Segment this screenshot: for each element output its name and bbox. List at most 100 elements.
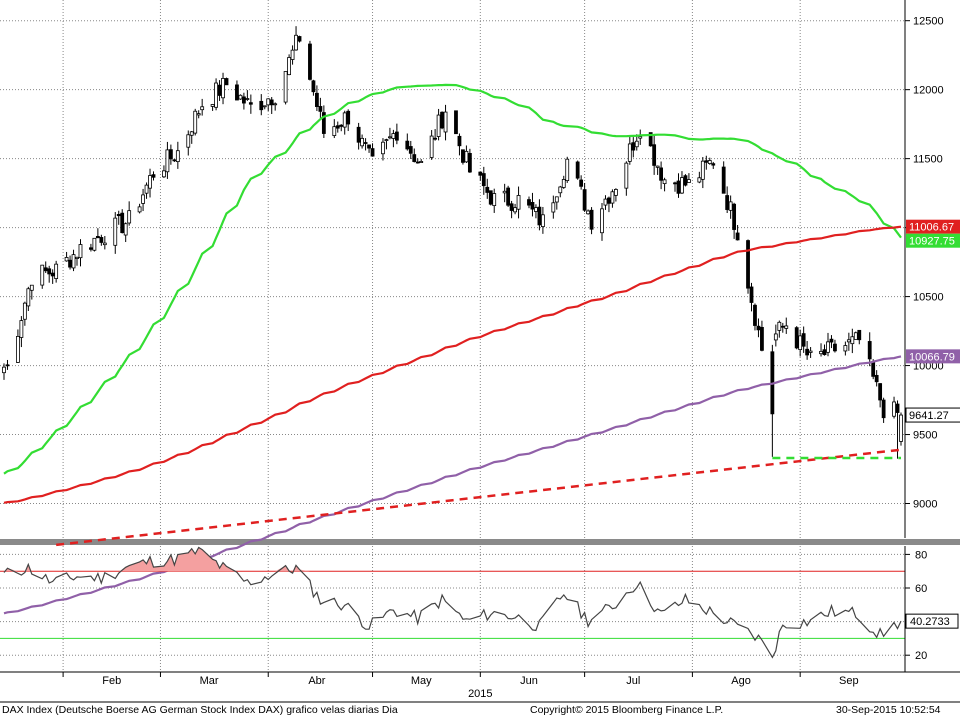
candle-down bbox=[874, 374, 879, 383]
y-tick-label: 11500 bbox=[913, 154, 943, 166]
candle-down bbox=[408, 146, 413, 154]
candle-up bbox=[391, 133, 396, 139]
y-tick-label: 12000 bbox=[913, 85, 944, 97]
candle-up bbox=[614, 189, 618, 196]
candle-up bbox=[262, 105, 267, 108]
candle-down bbox=[151, 174, 156, 178]
candle-up bbox=[22, 302, 27, 320]
candle-down bbox=[120, 212, 125, 234]
candle-up bbox=[892, 401, 896, 417]
candle-down bbox=[335, 125, 340, 129]
candle-up bbox=[502, 190, 507, 194]
value-label: 11006.67 bbox=[909, 222, 954, 234]
candle-up bbox=[381, 141, 385, 155]
candle-down bbox=[829, 338, 834, 343]
candle-up bbox=[627, 143, 632, 162]
candle-down bbox=[659, 167, 664, 181]
footer-description: DAX Index (Deutsche Boerse AG German Sto… bbox=[2, 704, 398, 716]
candle-up bbox=[419, 161, 424, 164]
candle-up bbox=[144, 184, 149, 194]
candle-down bbox=[457, 135, 462, 147]
value-label: 9641.27 bbox=[909, 410, 949, 422]
candle-down bbox=[308, 43, 312, 80]
candle-down bbox=[259, 100, 264, 111]
value-label-box bbox=[905, 407, 960, 423]
main-grid bbox=[0, 0, 960, 672]
candle-up bbox=[165, 149, 170, 173]
candle-up bbox=[540, 214, 545, 228]
value-label: 10927.75 bbox=[909, 236, 955, 248]
x-month-label: Ago bbox=[731, 675, 751, 687]
rsi-y-tick-label: 80 bbox=[915, 549, 927, 561]
ma-purple-line bbox=[3, 355, 902, 615]
candle-up bbox=[700, 160, 705, 180]
candle-up bbox=[850, 336, 855, 345]
y-tick-label: 12500 bbox=[913, 16, 944, 28]
candle-up bbox=[808, 350, 813, 353]
candle-up bbox=[773, 333, 778, 341]
candle-down bbox=[248, 102, 253, 105]
candle-up bbox=[853, 332, 858, 340]
panel-separator bbox=[0, 539, 960, 545]
candle-up bbox=[464, 150, 469, 163]
candle-down bbox=[721, 166, 726, 194]
candle-up bbox=[266, 98, 271, 106]
rsi-value-label: 40.2733 bbox=[910, 616, 950, 628]
candle-down bbox=[461, 149, 465, 163]
candle-down bbox=[394, 131, 399, 141]
candle-down bbox=[481, 173, 486, 187]
candle-down bbox=[321, 112, 326, 134]
candle-down bbox=[756, 325, 761, 331]
candle-down bbox=[370, 148, 375, 157]
candle-up bbox=[728, 201, 733, 211]
candle-up bbox=[141, 194, 145, 204]
candle-down bbox=[575, 161, 580, 179]
candle-down bbox=[530, 202, 535, 210]
candle-up bbox=[102, 242, 107, 246]
candle-down bbox=[589, 209, 594, 230]
candle-up bbox=[26, 288, 31, 307]
candle-up bbox=[798, 335, 803, 351]
candle-up bbox=[680, 177, 684, 194]
candle-down bbox=[648, 132, 653, 147]
candle-down bbox=[527, 199, 531, 206]
candle-down bbox=[339, 124, 344, 127]
footer-copyright: Copyright© 2015 Bloomberg Finance L.P. bbox=[530, 704, 724, 716]
candle-down bbox=[735, 232, 740, 241]
candle-up bbox=[554, 196, 559, 203]
candle-up bbox=[655, 165, 660, 168]
candle-down bbox=[95, 236, 100, 239]
candle-down bbox=[652, 144, 657, 166]
candle-down bbox=[631, 142, 636, 151]
x-month-label: Sep bbox=[839, 675, 859, 687]
candle-down bbox=[794, 327, 799, 349]
value-label-box bbox=[906, 219, 960, 234]
candle-down bbox=[867, 341, 872, 360]
rsi-y-axis: 2040608040.2733 bbox=[904, 546, 959, 672]
candle-down bbox=[673, 182, 677, 185]
candle-down bbox=[833, 343, 837, 352]
candle-up bbox=[707, 160, 712, 164]
candle-up bbox=[342, 112, 347, 128]
candle-up bbox=[221, 78, 225, 99]
rsi-value-box bbox=[905, 613, 959, 629]
candle-up bbox=[513, 207, 517, 213]
candle-up bbox=[332, 126, 337, 136]
ma-red-line bbox=[3, 225, 902, 504]
candle-up bbox=[384, 139, 389, 141]
candle-down bbox=[99, 237, 104, 243]
candle-up bbox=[290, 49, 295, 60]
candle-down bbox=[488, 190, 493, 205]
candle-up bbox=[600, 208, 604, 234]
candle-up bbox=[551, 202, 556, 213]
candle-down bbox=[478, 171, 483, 176]
candle-down bbox=[224, 78, 229, 86]
candle-down bbox=[753, 304, 757, 326]
candle-down bbox=[433, 137, 438, 140]
candle-down bbox=[579, 179, 584, 187]
candle-down bbox=[311, 80, 316, 93]
candle-down bbox=[315, 92, 319, 107]
x-month-label: Jul bbox=[626, 675, 640, 687]
candle-down bbox=[881, 399, 886, 419]
candle-down bbox=[780, 325, 785, 328]
